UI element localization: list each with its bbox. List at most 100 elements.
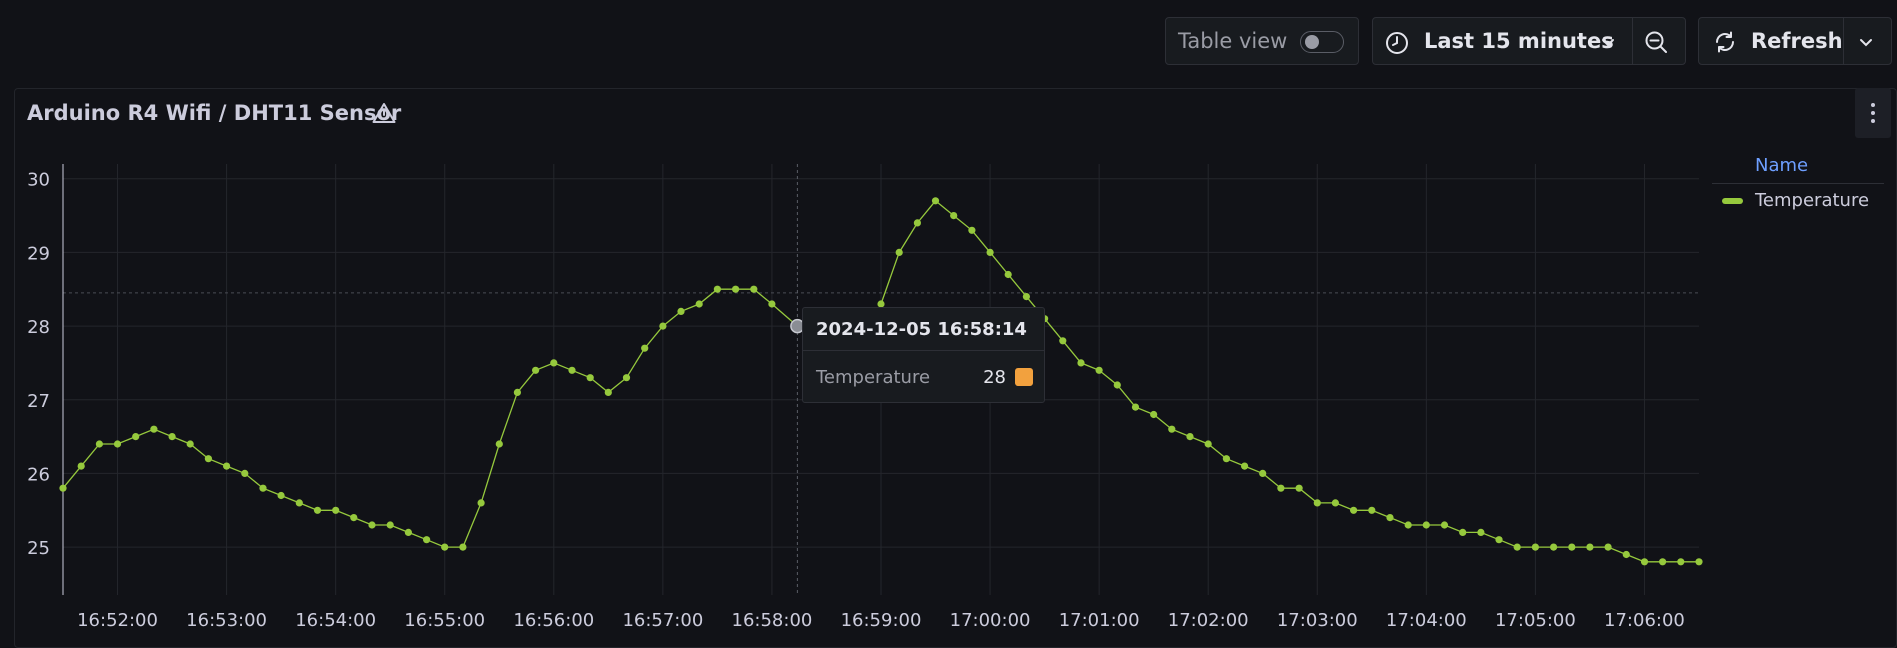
data-point	[1350, 506, 1358, 514]
x-tick-label: 16:58:00	[732, 610, 813, 631]
data-point	[568, 366, 576, 374]
legend-header[interactable]: Name	[1755, 155, 1809, 176]
data-point	[1004, 270, 1012, 279]
data-point	[1440, 521, 1449, 529]
data-point	[1404, 521, 1412, 529]
x-axis-labels: 16:52:00 16:53:00 16:54:00 16:55:00 16:56:00…	[77, 610, 1685, 631]
clock-icon	[1385, 31, 1409, 60]
data-point	[1313, 499, 1321, 507]
tooltip-series-name: Temperature	[816, 367, 931, 388]
data-point	[1459, 528, 1467, 537]
data-point	[1295, 484, 1303, 492]
data-point	[404, 528, 412, 537]
x-tick-label: 17:03:00	[1277, 610, 1358, 631]
data-point	[1604, 543, 1612, 551]
chart-tooltip: 2024-12-05 16:58:14 Temperature 28	[802, 307, 1045, 403]
data-point	[150, 425, 158, 433]
series-line	[62, 288, 798, 548]
data-point	[1659, 558, 1667, 566]
tooltip-divider	[803, 350, 1044, 351]
data-point	[1204, 440, 1212, 448]
data-point	[750, 285, 758, 293]
y-tick-label: 29	[27, 243, 50, 264]
data-point	[877, 300, 885, 308]
divider	[1843, 18, 1844, 64]
divider	[1632, 18, 1633, 64]
data-point	[368, 521, 376, 529]
data-point	[1222, 455, 1230, 463]
data-point	[1677, 558, 1685, 566]
data-point	[1422, 521, 1430, 529]
data-point	[1259, 469, 1267, 477]
time-range-picker[interactable]: Last 15 minutes	[1372, 17, 1686, 65]
data-point	[586, 374, 594, 382]
time-range-label: Last 15 minutes	[1424, 29, 1614, 53]
data-point	[477, 499, 485, 507]
y-tick-label: 30	[27, 170, 50, 191]
data-point	[1550, 543, 1558, 551]
data-point	[132, 433, 140, 441]
x-tick-label: 17:06:00	[1604, 610, 1685, 631]
refresh-button[interactable]: Refresh	[1698, 17, 1892, 65]
data-point	[1622, 550, 1630, 559]
data-point	[423, 536, 431, 544]
data-point	[313, 506, 322, 514]
data-point	[350, 514, 358, 522]
data-point	[768, 300, 776, 308]
data-point	[1168, 425, 1176, 433]
data-point	[713, 285, 722, 293]
table-view-toggle-control[interactable]: Table view	[1165, 17, 1359, 65]
y-tick-label: 27	[27, 391, 50, 412]
data-point	[732, 285, 740, 293]
data-point	[1059, 337, 1067, 345]
data-point	[259, 484, 267, 492]
data-point	[604, 388, 612, 396]
tooltip-time: 2024-12-05 16:58:14	[816, 319, 1027, 340]
warning-icon[interactable]	[372, 102, 396, 128]
panel-menu-button[interactable]	[1855, 88, 1891, 138]
tooltip-value: 28	[983, 367, 1006, 388]
x-tick-label: 16:55:00	[404, 610, 485, 631]
data-point	[1331, 499, 1339, 507]
legend-item-temperature[interactable]: Temperature	[1722, 190, 1869, 211]
data-point	[931, 197, 940, 205]
panel-title[interactable]: Arduino R4 Wifi / DHT11 Sensor	[27, 101, 402, 125]
data-point	[641, 344, 649, 352]
tooltip-swatch	[1015, 368, 1033, 386]
y-axis-labels: 30 29 28 27 26 25	[27, 170, 50, 559]
table-view-switch[interactable]	[1300, 31, 1344, 53]
zoom-out-icon[interactable]	[1644, 30, 1668, 59]
data-point	[241, 469, 249, 477]
y-tick-label: 26	[27, 464, 50, 485]
data-point	[1186, 433, 1194, 441]
data-point	[1586, 543, 1594, 551]
x-tick-label: 17:02:00	[1168, 610, 1249, 631]
data-point	[295, 499, 303, 507]
data-point	[950, 212, 958, 220]
x-tick-label: 16:59:00	[841, 610, 922, 631]
x-tick-label: 16:52:00	[77, 610, 158, 631]
legend-swatch	[1722, 197, 1743, 204]
data-point	[1077, 359, 1085, 367]
data-point	[332, 506, 340, 514]
data-point	[441, 543, 449, 551]
x-tick-label: 16:54:00	[295, 610, 376, 631]
data-point	[513, 388, 522, 396]
data-point	[59, 484, 67, 492]
data-point	[1513, 543, 1521, 551]
data-point	[1095, 366, 1103, 374]
chevron-down-icon[interactable]	[1857, 32, 1875, 56]
x-tick-label: 16:53:00	[186, 610, 267, 631]
data-point	[223, 462, 231, 470]
data-point	[659, 322, 667, 330]
data-point	[1241, 462, 1249, 470]
x-tick-label: 17:05:00	[1495, 610, 1576, 631]
chevron-down-icon[interactable]	[1599, 32, 1617, 56]
data-point	[550, 359, 558, 367]
data-point	[186, 440, 194, 448]
data-point	[386, 521, 394, 529]
x-tick-label: 17:01:00	[1059, 610, 1140, 631]
data-point	[204, 455, 212, 463]
data-point	[459, 543, 467, 551]
